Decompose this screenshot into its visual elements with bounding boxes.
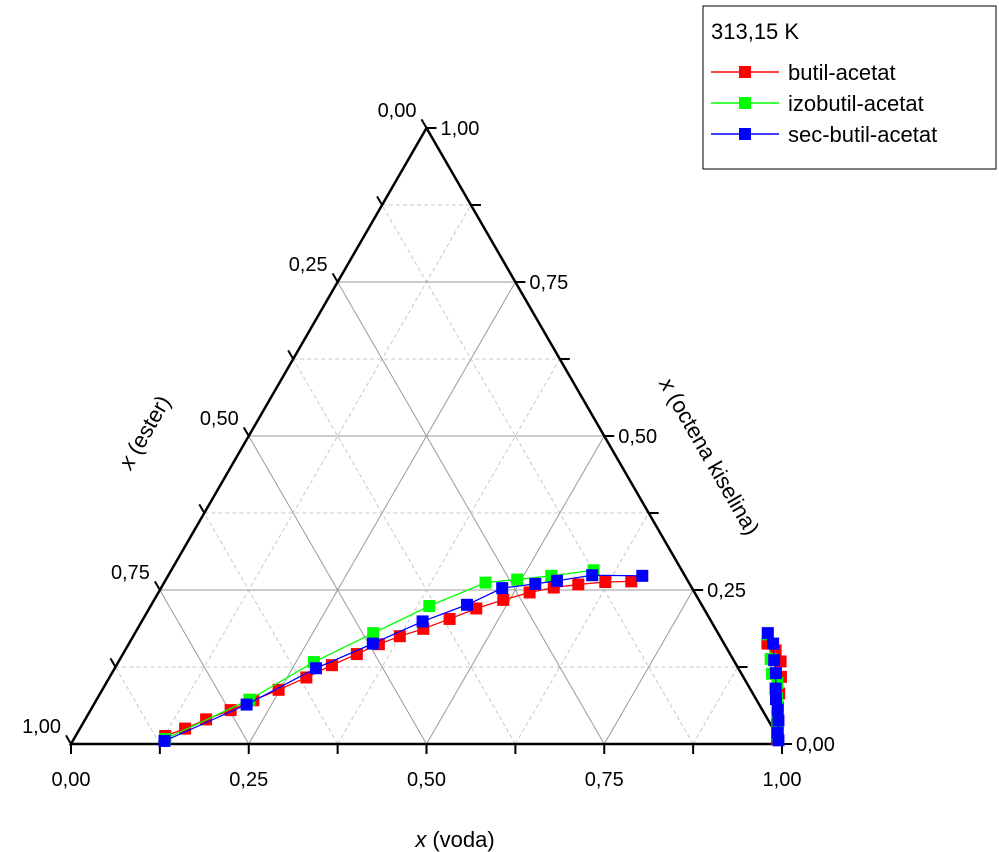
bottom-tick-label: 0,50 [407, 769, 446, 791]
data-point [479, 576, 492, 589]
grid-lines [115, 204, 738, 745]
right-axis-name: (octena kiselina) [663, 388, 765, 539]
data-point [572, 578, 585, 591]
data-point [350, 648, 363, 661]
data-point [769, 667, 782, 680]
left-tick [65, 734, 72, 745]
left-tick [420, 118, 428, 129]
right-tick-label: 0,75 [529, 272, 568, 294]
legend-label: izobutil-acetat [788, 91, 924, 116]
left-tick [287, 349, 295, 360]
legend-title: 313,15 K [711, 19, 799, 44]
data-point [366, 637, 379, 650]
data-point [772, 734, 785, 747]
left-tick [242, 426, 250, 437]
left-tick [154, 580, 161, 591]
left-tick [331, 272, 339, 283]
grid-line-ester [203, 512, 339, 745]
data-point [179, 722, 192, 735]
right-tick-label: 0,50 [618, 426, 657, 448]
legend-marker [739, 97, 751, 109]
grid-line-water [426, 435, 605, 745]
axis-ticks [65, 118, 792, 754]
bottom-tick-label: 0,25 [229, 769, 268, 791]
legend-label: sec-butil-acetat [788, 122, 937, 147]
data-point [768, 654, 781, 667]
left-tick [109, 657, 117, 668]
legend-marker [739, 66, 751, 78]
left-tick-label: 0,00 [378, 100, 417, 122]
grid-line-water [337, 358, 561, 745]
legend-entry: izobutil-acetat [711, 91, 924, 116]
bottom-tick-label: 1,00 [763, 769, 802, 791]
data-point [625, 575, 638, 588]
series-izobutil-acetat [158, 564, 784, 746]
data-point [423, 600, 436, 613]
right-tick-label: 1,00 [441, 118, 480, 140]
legend: 313,15 K butil-acetat izobutil-acetat sec-… [702, 5, 997, 170]
data-point [496, 582, 509, 595]
left-tick [376, 195, 383, 206]
legend-box [702, 5, 997, 170]
grid-line-ester [381, 204, 694, 745]
left-tick-label: 1,00 [22, 716, 61, 738]
legend-entry: butil-acetat [711, 60, 896, 85]
series-sec-butil-acetat [158, 569, 785, 747]
grid-line-water [514, 512, 650, 745]
data-point [158, 734, 171, 747]
grid-line-ester [248, 435, 427, 745]
data-point [470, 602, 483, 615]
data-point [416, 615, 429, 628]
right-axis-title: x(octena kiselina) [654, 372, 765, 539]
left-axis-name: (ester) [122, 391, 175, 459]
grid-line-ester [292, 358, 516, 745]
bottom-axis-title: x (voda) [414, 827, 494, 852]
bottom-axis-var: x [414, 827, 427, 852]
grid-line-water [603, 589, 694, 745]
right-tick-label: 0,25 [707, 580, 746, 602]
data-point [636, 569, 649, 582]
legend-entries: butil-acetat izobutil-acetat sec-butil-ace… [711, 60, 937, 147]
bottom-tick-label: 0,00 [52, 769, 91, 791]
data-point [769, 693, 782, 706]
data-series [158, 564, 787, 747]
right-tick-label: 0,00 [796, 734, 835, 756]
data-point [367, 627, 380, 640]
legend-marker [739, 128, 751, 140]
data-point [240, 698, 253, 711]
grid-line-water [159, 204, 472, 745]
left-tick-label: 0,50 [200, 408, 239, 430]
data-point [309, 662, 322, 675]
data-point [497, 593, 510, 606]
series-butil-acetat [159, 575, 787, 746]
data-point [511, 573, 524, 586]
left-tick [198, 503, 206, 514]
data-point [761, 627, 774, 640]
data-point [767, 637, 780, 650]
data-point [769, 682, 782, 695]
grid-line-ester [159, 589, 250, 745]
bottom-tick-label: 0,75 [585, 769, 624, 791]
data-point [772, 714, 785, 727]
data-point [550, 574, 563, 587]
legend-label: butil-acetat [788, 60, 896, 85]
tick-labels: 0,00 0,00 0,00 0,25 0,25 0,25 0,50 0,50 0,50 0,75… [22, 100, 835, 791]
left-tick-label: 0,25 [289, 254, 328, 276]
data-point [599, 575, 612, 588]
grid-line-ester [115, 666, 161, 745]
grid-line-water [692, 666, 738, 745]
legend-entry: sec-butil-acetat [711, 122, 937, 147]
data-point [461, 598, 474, 611]
data-point [771, 703, 784, 716]
bottom-axis-name: (voda) [432, 827, 494, 852]
data-point [586, 569, 599, 582]
data-point [443, 612, 456, 625]
left-tick-label: 0,75 [111, 562, 150, 584]
left-axis-title: x(ester) [113, 391, 175, 474]
data-point [529, 577, 542, 590]
